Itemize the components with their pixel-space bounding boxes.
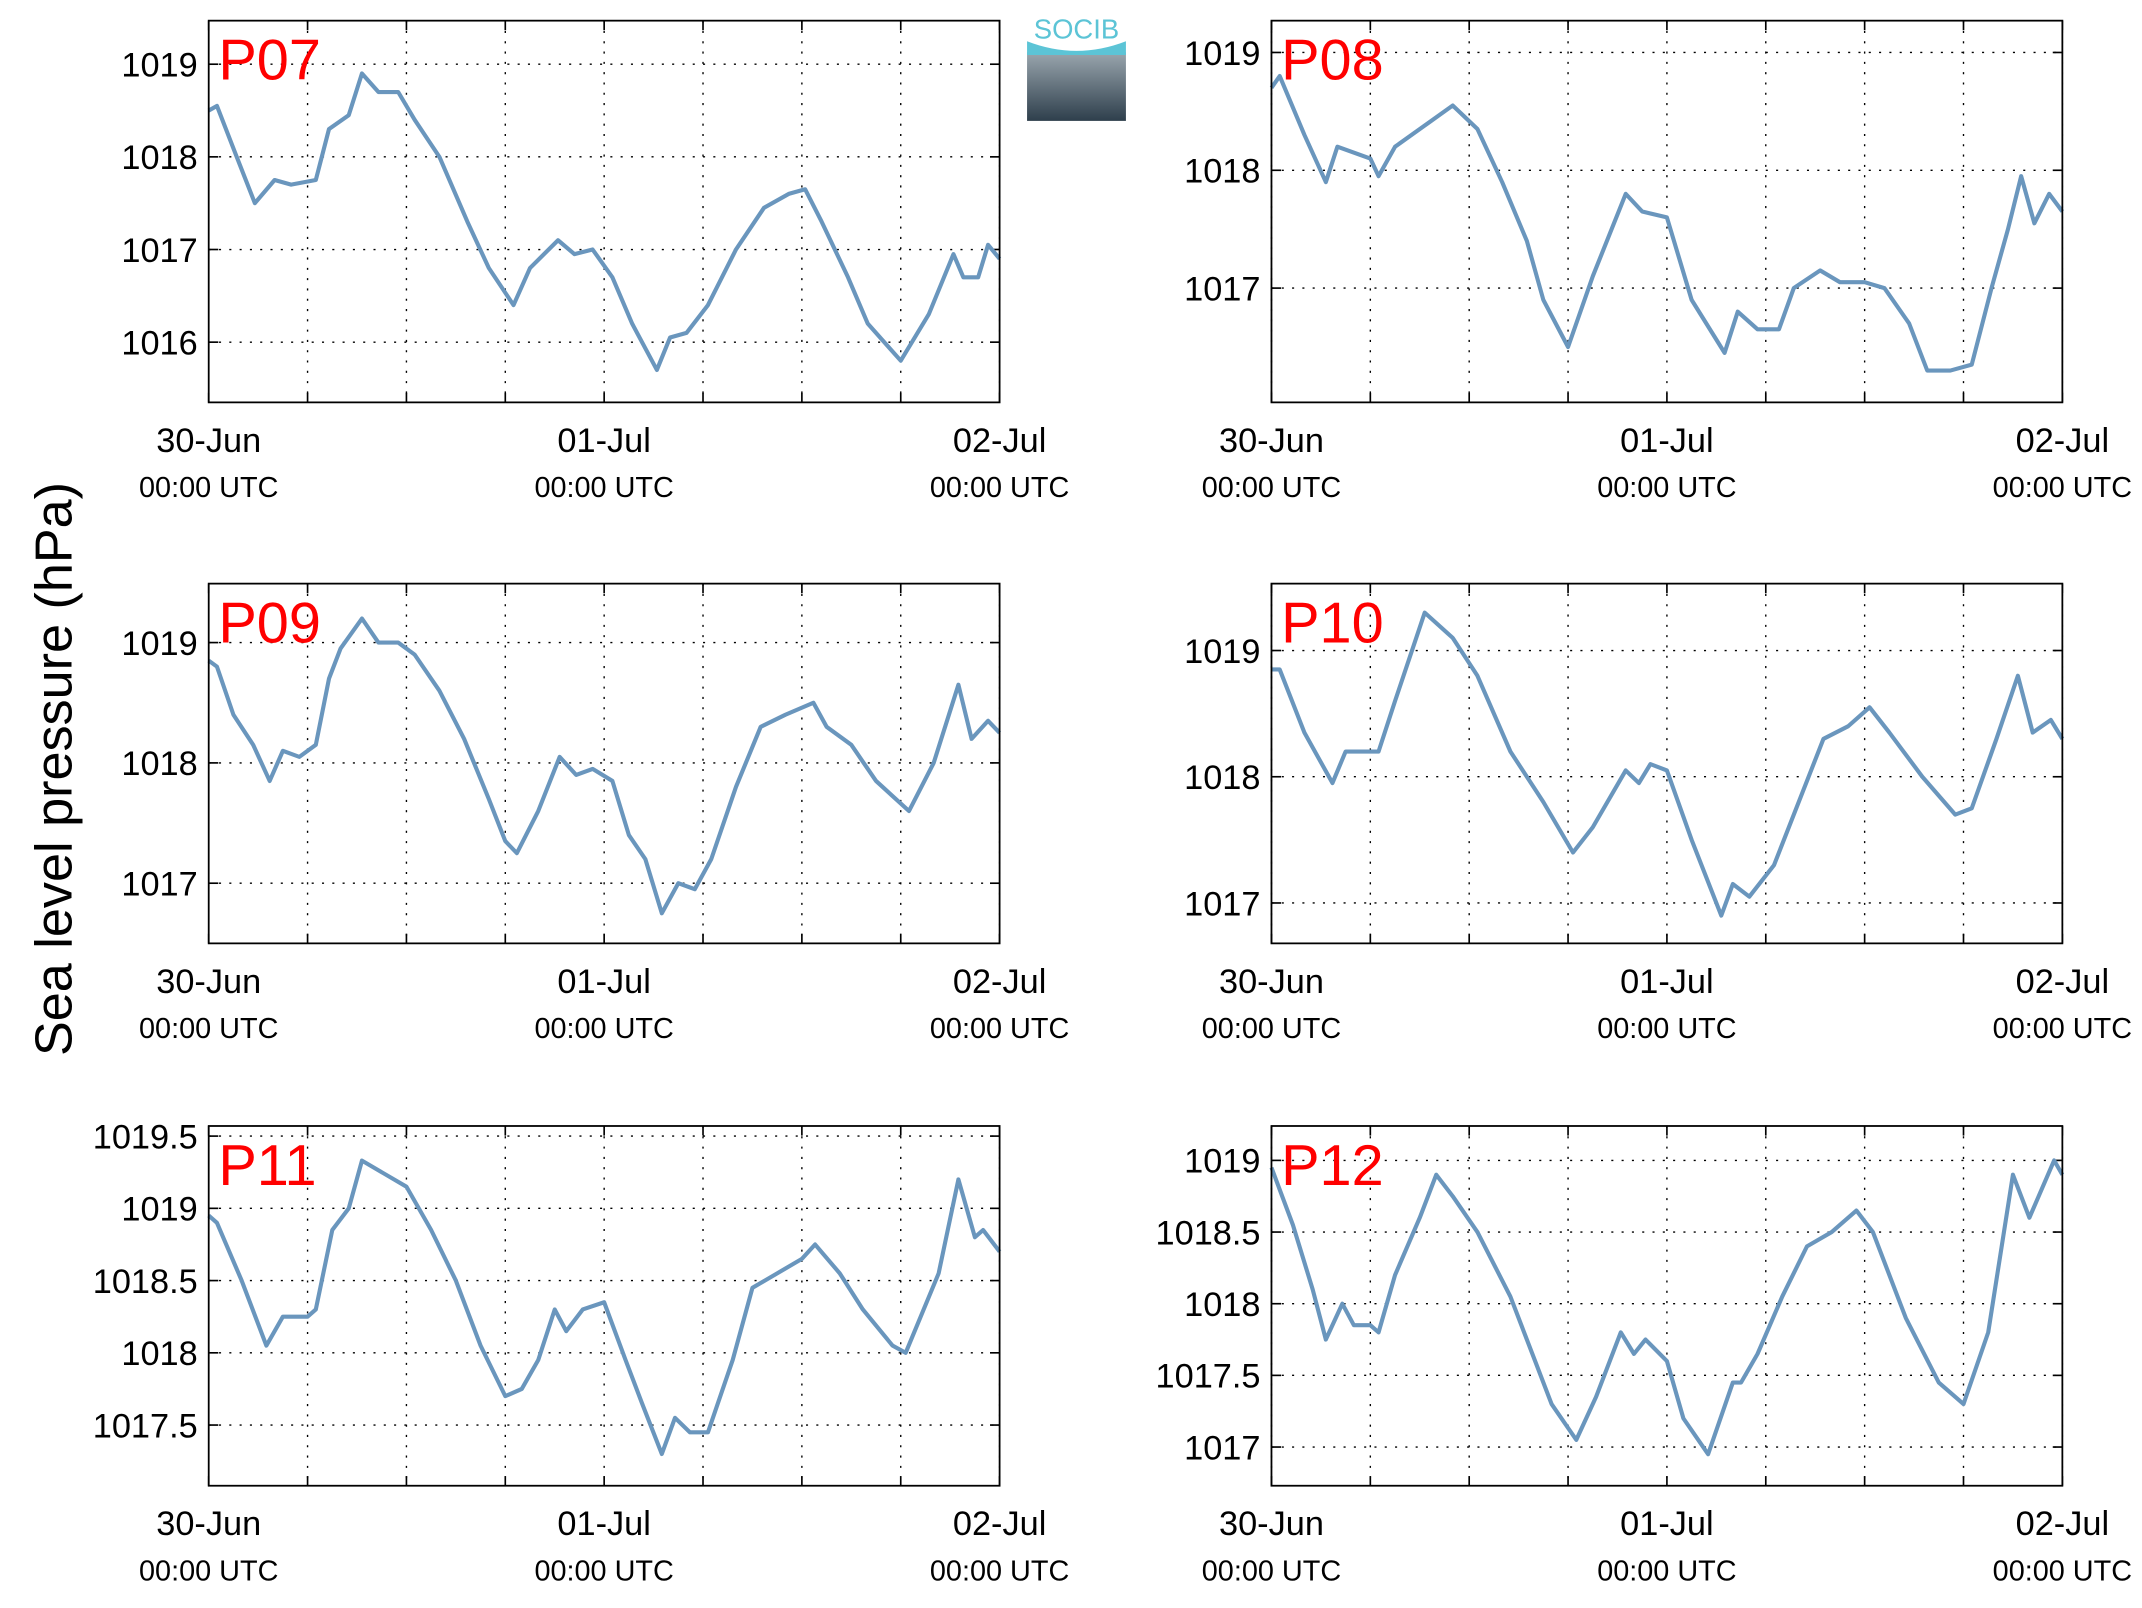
subplot: 1017 1018 1019 30-Jun 00:00 UTC 01-Jul 00:00 U… — [1184, 582, 2132, 1045]
x-tick-sublabel: 00:00 UTC — [1202, 472, 1341, 504]
x-tick-label: 30-Jun — [156, 422, 261, 460]
x-tick-label: 02-Jul — [953, 963, 1046, 1001]
data-line — [1269, 1158, 2065, 1457]
y-tick-label: 1018 — [1184, 1286, 1260, 1324]
y-tick-label: 1017 — [121, 232, 197, 270]
y-tick-label: 1017.5 — [1156, 1358, 1261, 1396]
subplot-title: P10 — [1281, 592, 1384, 656]
subplot-title: P07 — [218, 29, 321, 93]
data-line — [207, 616, 1002, 916]
x-tick-label: 01-Jul — [1620, 963, 1713, 1001]
x-tick-sublabel: 00:00 UTC — [1993, 1555, 2132, 1587]
x-tick-label: 30-Jun — [156, 1505, 261, 1543]
x-tick-label: 02-Jul — [2016, 1505, 2109, 1543]
y-tick-label: 1019 — [1184, 633, 1260, 671]
x-tick-sublabel: 00:00 UTC — [139, 1013, 278, 1045]
subplot: 1017 1018 1019 30-Jun 00:00 UTC 01-Jul 00:00 U… — [1184, 19, 2132, 504]
x-tick-sublabel: 00:00 UTC — [930, 472, 1069, 504]
y-tick-label: 1018 — [121, 139, 197, 177]
y-tick-label: 1019 — [121, 47, 197, 85]
x-tick-sublabel: 00:00 UTC — [930, 1555, 1069, 1587]
x-tick-sublabel: 00:00 UTC — [1993, 1013, 2132, 1045]
x-tick-label: 01-Jul — [557, 422, 650, 460]
y-tick-label: 1019 — [121, 1191, 197, 1229]
plot-frame — [1270, 1125, 2064, 1487]
x-tick-sublabel: 00:00 UTC — [1597, 1013, 1736, 1045]
x-tick-sublabel: 00:00 UTC — [534, 1013, 673, 1045]
x-tick-sublabel: 00:00 UTC — [1202, 1013, 1341, 1045]
y-tick-label: 1018 — [1184, 759, 1260, 797]
x-tick-sublabel: 00:00 UTC — [1597, 1555, 1736, 1587]
plot-frame — [207, 1125, 1001, 1487]
subplot: 1017 1017.5 1018 1018.5 1019 30-Jun 00:00 UTC 0… — [1156, 1125, 2132, 1587]
x-tick-label: 01-Jul — [557, 963, 650, 1001]
y-tick-label: 1019 — [1184, 1143, 1260, 1181]
subplot-title: P09 — [218, 592, 321, 656]
y-tick-label: 1018 — [1184, 153, 1260, 191]
y-tick-label: 1019 — [121, 625, 197, 663]
x-tick-sublabel: 00:00 UTC — [930, 1013, 1069, 1045]
x-tick-label: 02-Jul — [953, 1505, 1046, 1543]
x-tick-sublabel: 00:00 UTC — [139, 1555, 278, 1587]
x-tick-label: 01-Jul — [1620, 422, 1713, 460]
plot-frame — [207, 19, 1001, 404]
x-tick-label: 30-Jun — [1219, 963, 1324, 1001]
x-tick-sublabel: 00:00 UTC — [534, 472, 673, 504]
x-tick-label: 30-Jun — [1219, 422, 1324, 460]
x-tick-sublabel: 00:00 UTC — [534, 1555, 673, 1587]
y-tick-label: 1019.5 — [93, 1118, 198, 1156]
x-tick-label: 02-Jul — [2016, 422, 2109, 460]
logo: SOCIB — [1027, 14, 1126, 121]
y-tick-label: 1017.5 — [93, 1407, 198, 1445]
x-tick-label: 01-Jul — [1620, 1505, 1713, 1543]
subplot: 1017 1018 1019 30-Jun 00:00 UTC 01-Jul 00:00 U… — [121, 582, 1069, 1045]
x-tick-label: 02-Jul — [953, 422, 1046, 460]
logo-text: SOCIB — [1034, 14, 1119, 45]
data-line — [207, 1158, 1002, 1457]
plot-frame — [1270, 582, 2064, 945]
y-tick-label: 1018 — [121, 745, 197, 783]
x-tick-label: 30-Jun — [156, 963, 261, 1001]
data-line — [1269, 73, 2065, 373]
subplot: 1017.5 1018 1018.5 1019 1019.5 30-Jun 00:00 UT… — [93, 1118, 1070, 1587]
logo-block — [1027, 52, 1126, 121]
x-tick-label: 30-Jun — [1219, 1505, 1324, 1543]
subplot-title: P08 — [1281, 29, 1384, 93]
y-tick-label: 1019 — [1184, 35, 1260, 73]
x-tick-sublabel: 00:00 UTC — [1993, 472, 2132, 504]
x-tick-sublabel: 00:00 UTC — [139, 472, 278, 504]
y-tick-label: 1017 — [1184, 1429, 1260, 1467]
y-tick-label: 1018.5 — [1156, 1214, 1261, 1252]
subplot-title: P11 — [218, 1134, 316, 1198]
plot-frame — [207, 582, 1001, 945]
data-line — [1271, 610, 2065, 918]
x-tick-sublabel: 00:00 UTC — [1597, 472, 1736, 504]
y-axis-label: Sea level pressure (hPa) — [25, 482, 83, 1056]
logo-wave — [1027, 41, 1126, 55]
subplot: 1016 1017 1018 1019 30-Jun 00:00 UTC 01-Jul 00:… — [121, 19, 1069, 504]
y-tick-label: 1018.5 — [93, 1263, 198, 1301]
plot-frame — [1270, 19, 2064, 404]
x-tick-label: 01-Jul — [557, 1505, 650, 1543]
subplot-title: P12 — [1281, 1134, 1384, 1198]
y-tick-label: 1017 — [1184, 885, 1260, 923]
y-tick-label: 1018 — [121, 1335, 197, 1373]
y-tick-label: 1017 — [121, 866, 197, 904]
x-tick-sublabel: 00:00 UTC — [1202, 1555, 1341, 1587]
y-tick-label: 1017 — [1184, 270, 1260, 308]
y-tick-label: 1016 — [121, 325, 197, 363]
data-line — [207, 71, 1002, 373]
x-tick-label: 02-Jul — [2016, 963, 2109, 1001]
